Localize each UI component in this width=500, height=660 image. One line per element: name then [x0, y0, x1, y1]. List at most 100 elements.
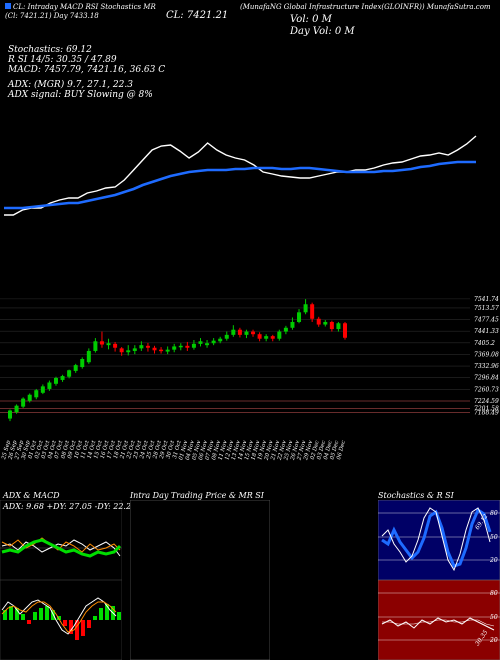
x-tick-label: 18 Oct	[113, 439, 124, 459]
price-series-line	[4, 135, 477, 216]
adx-values: ADX: 9.68 +DY: 27.05 -DY: 22.25	[3, 502, 137, 511]
x-tick-label: 23 Oct	[132, 439, 143, 460]
x-tick-label: 15 Oct	[93, 439, 104, 459]
x-tick-label: 22 Nov	[277, 439, 288, 462]
x-tick-label: 09 Oct	[67, 439, 78, 459]
candle-body	[47, 382, 52, 389]
x-tick-label: 04 Oct	[47, 439, 58, 459]
candle-body	[113, 343, 118, 348]
candle-body	[290, 321, 295, 328]
macd-histogram-bar	[75, 620, 79, 640]
stochastics-panel: 80 50 20 69.12	[378, 500, 500, 580]
macd-histogram-bar	[105, 604, 109, 620]
macd-histogram-bar	[81, 620, 85, 636]
candle-body	[303, 304, 308, 313]
x-tick-label: 13 Nov	[231, 439, 242, 461]
y-tick-label: 7477.45	[474, 317, 499, 324]
candle-body	[73, 365, 78, 371]
candle-body	[251, 331, 256, 335]
candle-body	[93, 341, 98, 351]
moving-average-line	[4, 160, 476, 210]
minus-di-line	[1, 537, 121, 553]
candle-body	[336, 323, 341, 330]
macd-histogram-bar	[99, 608, 103, 620]
macd-histogram-bar	[87, 620, 91, 628]
mrsi-line	[382, 619, 495, 627]
candle-body	[159, 349, 164, 352]
macd-histogram-bar	[9, 606, 13, 620]
rsi-label-20: 20	[489, 637, 498, 644]
x-tick-label: 01 Nov	[178, 439, 189, 461]
candle-body	[165, 349, 170, 352]
header-vol-big: Vol: 0 M	[290, 14, 332, 25]
x-tick-label: 06 Dec	[336, 440, 347, 460]
x-tick-label: 20 Nov	[263, 439, 274, 462]
x-tick-label: 21 Oct	[119, 439, 130, 460]
x-tick-label: 02 Oct	[34, 439, 45, 459]
x-tick-label: 03 Oct	[41, 439, 52, 459]
x-tick-label: 25 Nov	[283, 439, 294, 462]
stoch-d-line	[381, 507, 491, 572]
adx-signal-readout: ADX signal: BUY Slowing @ 8%	[8, 90, 153, 100]
candle-body	[8, 410, 12, 419]
header-close-line: (Cl: 7421.21) Day 7433.18	[5, 12, 99, 20]
candle-body	[126, 350, 131, 353]
candle-body	[14, 405, 19, 413]
rsi-line	[381, 617, 495, 631]
stoch-label-80: 80	[490, 510, 498, 517]
x-tick-label: 29 Oct	[159, 439, 170, 460]
x-tick-label: 30 Oct	[166, 439, 177, 459]
macd-histogram-bar	[45, 606, 49, 620]
rsi-label-80: 80	[490, 590, 498, 597]
macd-histogram-bar	[117, 612, 121, 620]
y-tick-label: 7224.59	[474, 398, 499, 405]
x-tick-label: 04 Nov	[185, 439, 196, 461]
candle-body	[310, 304, 315, 319]
stoch-label-50: 50	[490, 534, 498, 541]
rsi-panel: 80 50 20 30.35	[378, 580, 500, 660]
candle-body	[139, 345, 144, 349]
candle-body	[224, 334, 229, 339]
candle-body	[244, 331, 249, 335]
x-tick-label: 06 Nov	[198, 439, 209, 461]
candle-body	[264, 336, 269, 339]
candle-body	[40, 386, 45, 393]
header-title: (MunafaNG Global Infrastructure Index(GL…	[240, 3, 491, 11]
header-tag-line: CL: Intraday MACD RSI Stochastics MR	[5, 3, 156, 11]
macd-histogram-bar	[33, 612, 37, 620]
y-tick-label: 7201.58	[474, 405, 499, 412]
x-tick-label: 18 Nov	[251, 439, 262, 461]
y-tick-label: 7513.57	[474, 305, 499, 312]
x-tick-label: 27 Sep	[14, 440, 25, 462]
legend-square-icon	[5, 3, 11, 9]
candle-body	[60, 376, 65, 380]
x-tick-label: 25 Sep	[1, 440, 12, 462]
candle-body	[86, 350, 91, 363]
y-tick-label: 7405.2	[474, 340, 495, 347]
x-tick-label: 14 Oct	[87, 439, 98, 459]
macd-histogram-bar	[15, 608, 19, 620]
x-tick-label: 21 Nov	[270, 439, 281, 462]
candle-body	[297, 312, 302, 322]
candle-body	[34, 390, 39, 398]
candle-body	[257, 334, 262, 339]
candle-body	[99, 341, 104, 345]
stoch-panel-title: Stochastics & R SI	[378, 491, 454, 500]
macd-line	[1, 597, 117, 635]
candle-body	[185, 345, 190, 348]
candle-body	[283, 327, 288, 332]
stoch-readout: Stochastics: 69.12	[8, 45, 92, 55]
x-tick-label: 16 Oct	[100, 439, 111, 459]
candle-body	[53, 377, 58, 384]
candle-body	[80, 359, 85, 368]
adx-panel	[0, 500, 122, 580]
candlestick-chart: 7541.74 7513.57 7477.45 7441.33 7405.2 7369.0…	[0, 296, 499, 462]
y-tick-label: 7369.08	[474, 351, 499, 358]
x-tick-label: 10 Oct	[74, 439, 85, 459]
macd-histogram-bar	[69, 620, 73, 634]
macd-histogram-bar	[63, 620, 67, 626]
x-tick-label: 24 Oct	[139, 439, 150, 460]
y-tick-label: 7332.96	[474, 363, 499, 370]
y-tick-label: 7441.33	[474, 328, 499, 335]
candle-body	[316, 318, 321, 325]
